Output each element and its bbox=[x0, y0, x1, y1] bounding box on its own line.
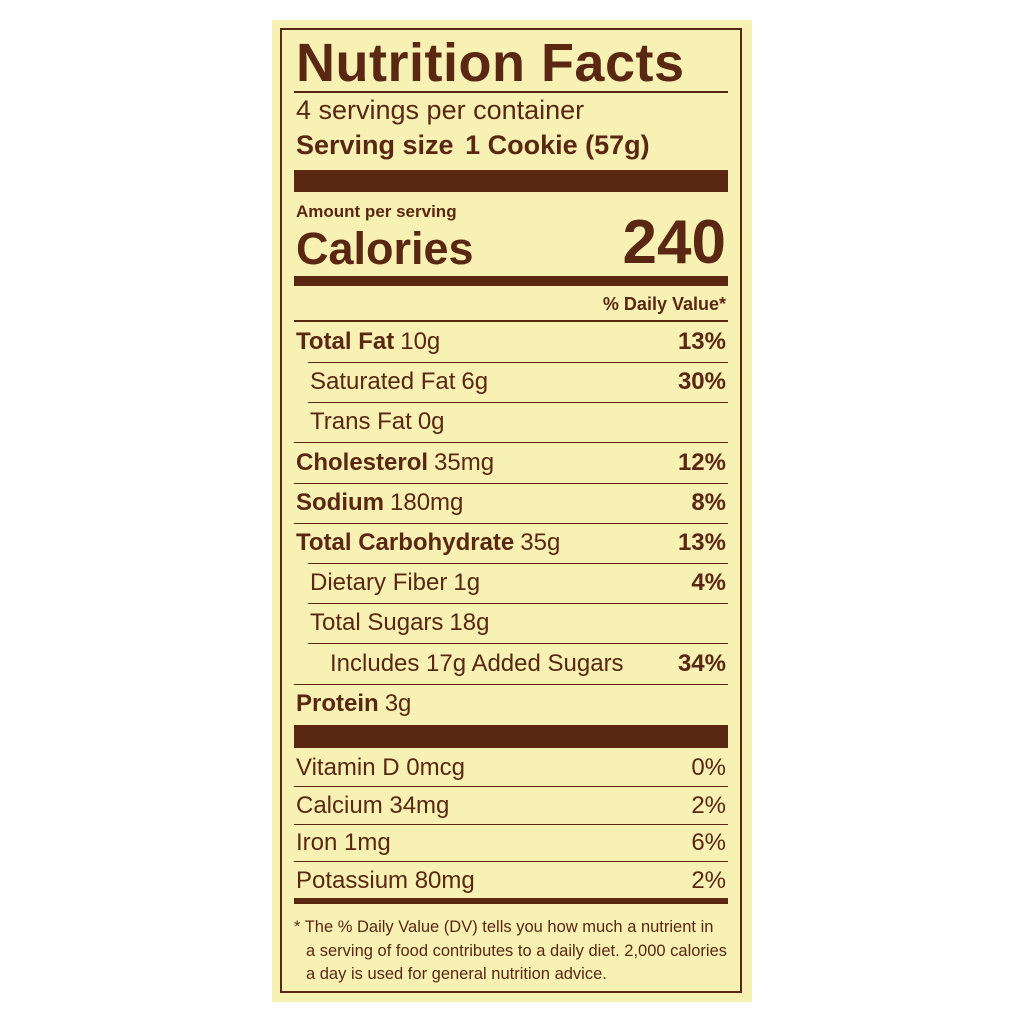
nutrient-name: Total Fat bbox=[296, 328, 395, 355]
footnote-line: a serving of food contributes to a daily… bbox=[306, 941, 727, 960]
vitamin-name: Potassium 80mg bbox=[296, 866, 475, 894]
nutrient-name-row: Total Sugars 18g bbox=[310, 611, 489, 635]
nutrient-dv: 12% bbox=[677, 448, 726, 476]
vitamin-name: Vitamin D 0mcg bbox=[296, 754, 465, 781]
vitamin-dv: 0% bbox=[691, 754, 726, 781]
nutrient-name-row: Trans Fat 0g bbox=[310, 410, 445, 434]
thick-bar bbox=[294, 898, 728, 904]
nutrient-name: Cholesterol bbox=[296, 448, 429, 476]
vitamin-dv: 2% bbox=[691, 866, 726, 894]
rule bbox=[294, 442, 728, 444]
nutrient-name: Trans Fat bbox=[310, 408, 412, 436]
vitamin-name: Calcium 34mg bbox=[296, 791, 450, 819]
footnote-line: * The % Daily Value (DV) tells you how m… bbox=[294, 918, 714, 936]
rule bbox=[308, 563, 728, 564]
nutrient-amount: 35g bbox=[520, 529, 561, 556]
nutrient-name-row: Cholesterol 35mg bbox=[296, 448, 495, 476]
rule bbox=[294, 823, 728, 825]
footnote-line: a day is used for general nutrition advi… bbox=[306, 965, 607, 983]
nutrient-name-row: Protein 3g bbox=[296, 689, 412, 717]
vitamin-dv: 2% bbox=[691, 791, 726, 819]
nutrient-dv: 30% bbox=[677, 368, 726, 396]
rule bbox=[294, 482, 728, 484]
nutrient-name: Protein bbox=[296, 689, 379, 717]
thick-bar bbox=[294, 276, 728, 286]
thick-bar bbox=[294, 170, 728, 192]
rule bbox=[294, 91, 728, 93]
vitamin-dv: 6% bbox=[691, 829, 726, 856]
rule bbox=[308, 643, 728, 645]
calories-value: 240 bbox=[622, 208, 726, 277]
nutrient-dv: 4% bbox=[691, 569, 726, 597]
nutrient-dv: 13% bbox=[677, 529, 726, 556]
nutrient-dv: 13% bbox=[677, 328, 726, 355]
title: Nutrition Facts bbox=[296, 33, 685, 93]
nutrient-amount: 35mg bbox=[434, 448, 495, 476]
nutrient-name-row: Includes 17g Added Sugars bbox=[330, 649, 624, 677]
servings: 4 servings per container bbox=[296, 95, 585, 125]
nutrient-dv: 8% bbox=[691, 488, 726, 516]
nutrient-amount: 1g bbox=[453, 569, 481, 597]
nutrient-name: Dietary Fiber bbox=[310, 569, 448, 597]
rule bbox=[294, 861, 728, 862]
nutrient-amount: 180mg bbox=[390, 488, 464, 516]
dv-header: % Daily Value* bbox=[602, 294, 726, 314]
thick-bar bbox=[294, 725, 728, 748]
serving-size-value: 1 Cookie (57g) bbox=[465, 130, 650, 160]
calories-label: Calories bbox=[296, 223, 474, 274]
nutrient-name: Saturated Fat bbox=[310, 368, 456, 396]
nutrient-dv: 34% bbox=[677, 649, 726, 677]
nutrient-name-row: Sodium 180mg bbox=[296, 488, 464, 516]
nutrient-amount: 0g bbox=[417, 408, 445, 436]
nutrient-name: Includes 17g Added Sugars bbox=[330, 649, 624, 677]
rule bbox=[308, 362, 728, 363]
nutrient-name-row: Total Carbohydrate 35g bbox=[296, 531, 560, 555]
rule bbox=[294, 522, 728, 524]
nutrient-name: Sodium bbox=[296, 488, 384, 516]
nutrient-amount: 18g bbox=[449, 609, 490, 637]
nutrient-amount: 10g bbox=[400, 328, 441, 355]
nutrient-name: Total Carbohydrate bbox=[296, 529, 515, 556]
rule bbox=[308, 603, 728, 605]
nutrient-name-row: Total Fat 10g bbox=[296, 330, 440, 354]
nutrient-amount: 6g bbox=[461, 368, 489, 396]
rule bbox=[294, 683, 728, 685]
label-border bbox=[280, 28, 742, 993]
rule bbox=[294, 786, 728, 787]
nutrient-name-row: Saturated Fat 6g bbox=[310, 370, 488, 394]
rule bbox=[308, 402, 728, 404]
nutrient-name: Total Sugars bbox=[310, 609, 444, 637]
serving-size: Serving size 1 Cookie (57g) bbox=[296, 132, 650, 159]
amount-per-serving: Amount per serving bbox=[296, 202, 457, 221]
serving-size-label: Serving size bbox=[296, 130, 454, 160]
vitamin-name: Iron 1mg bbox=[296, 829, 391, 856]
nutrient-amount: 3g bbox=[384, 689, 412, 717]
nutrient-name-row: Dietary Fiber 1g bbox=[310, 571, 480, 595]
rule bbox=[294, 320, 728, 322]
